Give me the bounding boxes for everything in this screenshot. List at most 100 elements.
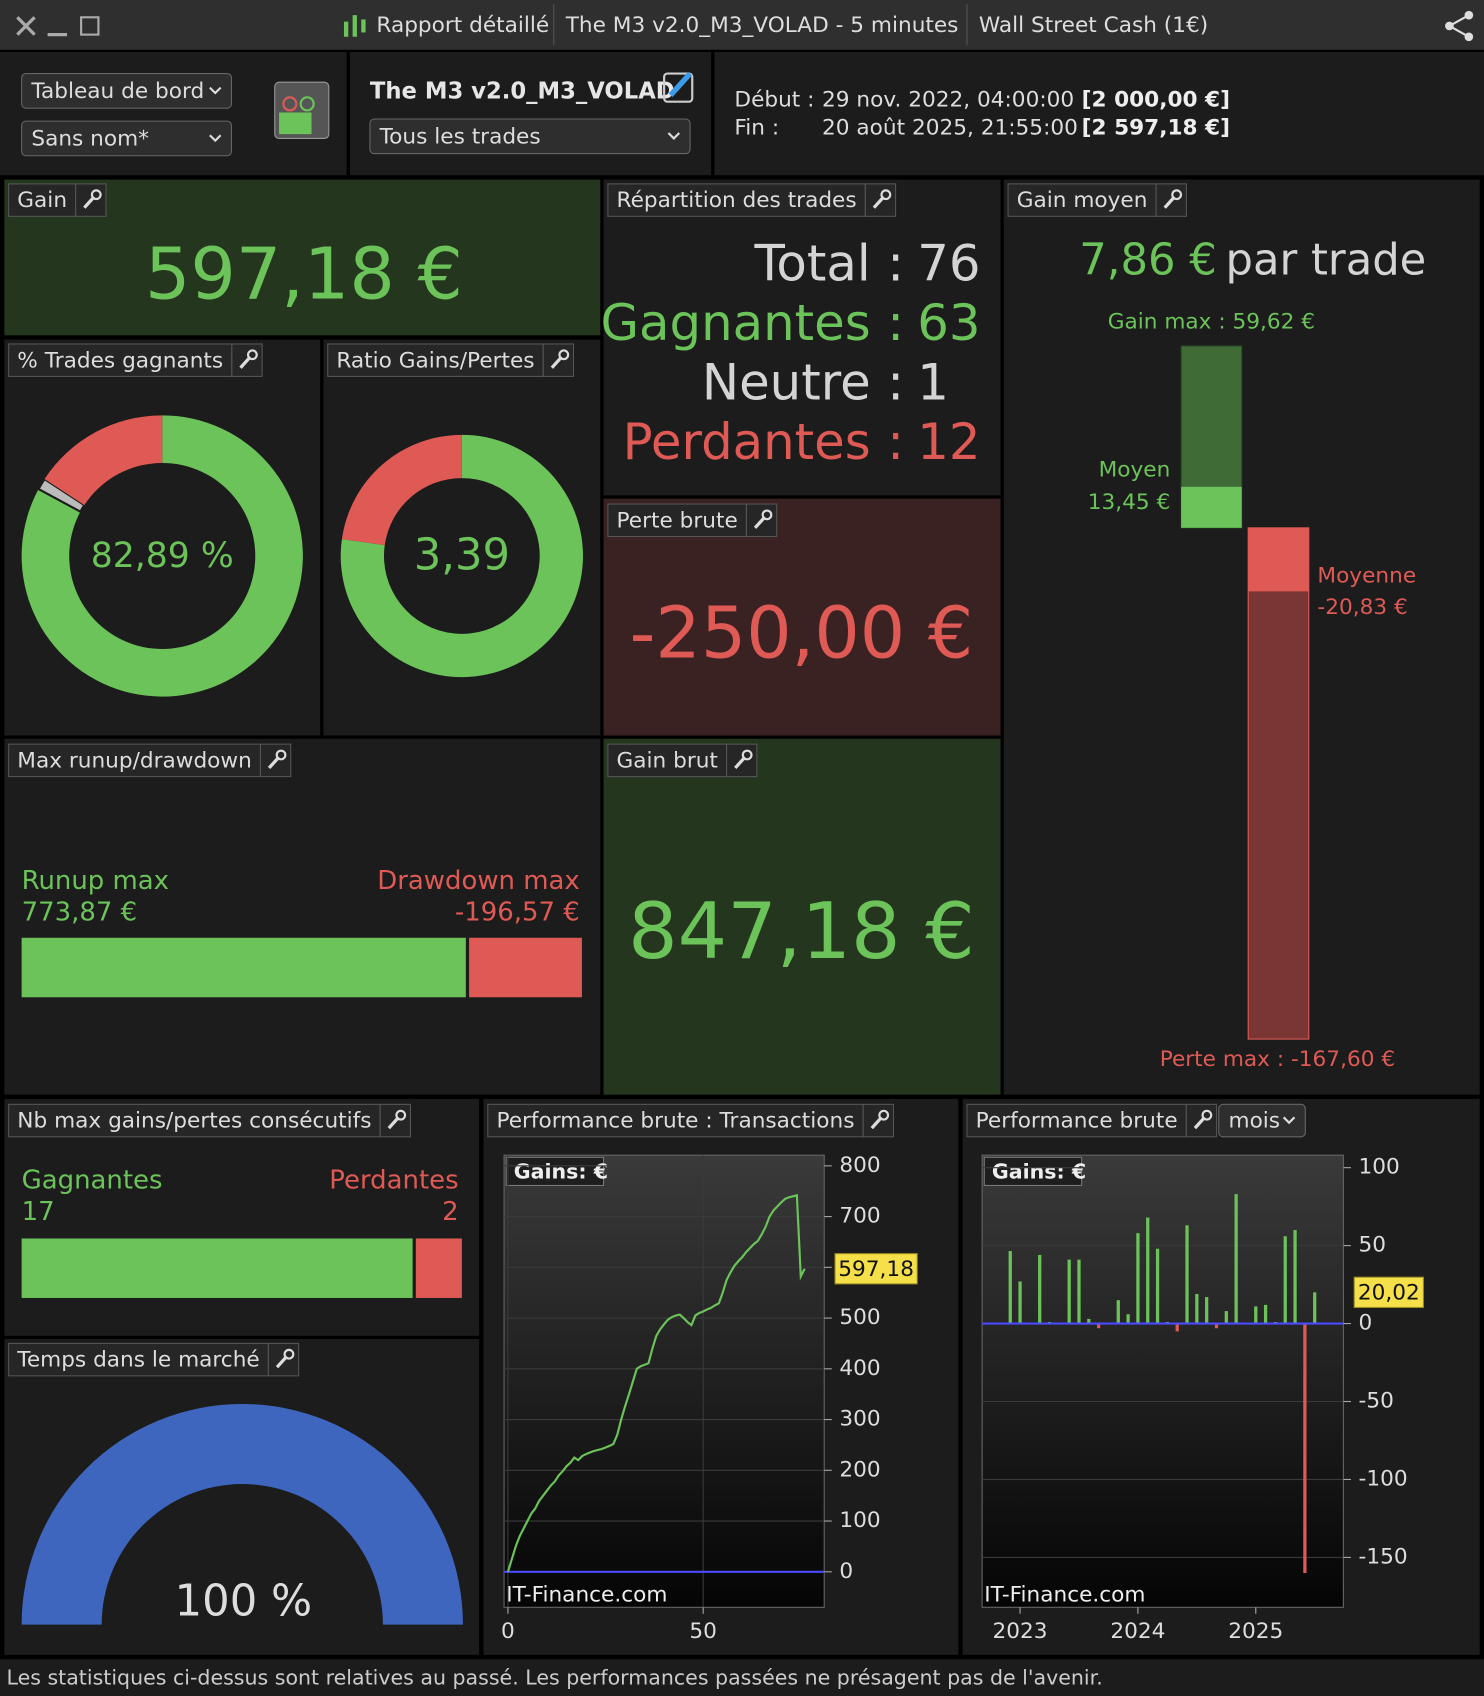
header — [0, 51, 1484, 176]
wrench-icon — [558, 349, 570, 361]
panel — [603, 738, 1001, 1095]
label: Moyen — [1099, 458, 1171, 483]
y-tick-label: 300 — [839, 1407, 880, 1432]
label: Gain max : 59,62 € — [1108, 309, 1315, 334]
y-tick-label: -100 — [1359, 1466, 1408, 1491]
bar — [1185, 1225, 1189, 1324]
label: -196,57 € — [455, 897, 580, 927]
wrench-icon — [83, 195, 96, 209]
maximize-icon[interactable] — [80, 16, 100, 36]
wrench-icon — [734, 756, 747, 770]
title-bar — [0, 0, 1484, 50]
wrench-icon — [387, 1116, 400, 1130]
y-tick-label: 800 — [839, 1153, 880, 1178]
wrench-icon — [550, 355, 563, 369]
label: Total — [754, 235, 871, 293]
settings-button[interactable] — [231, 343, 263, 377]
label: [2 597,18 €] — [1082, 116, 1230, 141]
value-tag — [834, 1253, 918, 1285]
wrench-icon — [275, 1355, 288, 1369]
axis-title-box — [983, 1156, 1083, 1187]
dropdown[interactable] — [369, 118, 691, 155]
wrench-icon — [239, 355, 252, 369]
wrench-icon — [753, 515, 767, 529]
axis-title: Gains: € — [992, 1159, 1086, 1183]
dropdown[interactable] — [1218, 1103, 1306, 1138]
panel-title: Max runup/drawdown — [17, 748, 252, 773]
win-rate-value: 82,89 % — [91, 536, 234, 576]
x-tick-label: 50 — [689, 1619, 717, 1644]
close-icon[interactable] — [16, 16, 36, 36]
share-icon — [1445, 21, 1454, 31]
wrench-icon — [1193, 1116, 1206, 1130]
panel-title-box — [8, 743, 262, 778]
axis-title: Gains: € — [514, 1159, 608, 1183]
label: Perdantes — [329, 1166, 458, 1196]
edit-icon — [668, 71, 693, 97]
donut-segment — [21, 415, 303, 697]
label: Début : — [734, 88, 814, 113]
bar — [1248, 527, 1309, 592]
panel-title: Gain brut — [617, 748, 718, 773]
label: 76 — [917, 235, 980, 293]
report-icon — [352, 15, 357, 37]
label: Gagnantes — [601, 294, 871, 352]
wrench-icon — [275, 749, 287, 761]
dropdown-arrow — [209, 134, 222, 143]
bar — [1293, 1230, 1297, 1324]
tab: The M3 v2.0_M3_VOLAD - 5 minutes — [565, 13, 959, 38]
bar — [1234, 1194, 1238, 1324]
bar — [1116, 1300, 1120, 1324]
bar — [1205, 1297, 1209, 1324]
wrench-icon — [90, 189, 102, 201]
y-tick-label: 0 — [1359, 1311, 1373, 1336]
bar — [469, 937, 582, 998]
wrench-icon — [267, 756, 281, 770]
label: 17 — [22, 1197, 55, 1227]
bar — [1224, 1311, 1228, 1324]
dropdown-text: Tableau de bord — [30, 79, 204, 104]
label: Runup max — [22, 866, 169, 896]
dropdown[interactable] — [21, 73, 233, 109]
panel-title-box — [8, 1103, 381, 1138]
panel-title: Performance brute — [976, 1109, 1178, 1134]
label: -20,83 € — [1317, 595, 1407, 620]
bar — [1175, 1323, 1179, 1332]
edit-icon[interactable] — [663, 72, 694, 103]
label: Gagnantes — [22, 1166, 163, 1196]
gain-value: 597,18 € — [145, 233, 463, 316]
panel — [603, 498, 1001, 736]
panel-title-box — [607, 503, 747, 538]
panel — [603, 179, 1001, 496]
bar — [1087, 1318, 1091, 1324]
label: Fin : — [734, 116, 779, 141]
label: 773,87 € — [22, 897, 138, 927]
dropdown[interactable] — [21, 120, 233, 157]
tab: Rapport détaillé — [376, 13, 549, 38]
wrench-icon — [1171, 189, 1183, 201]
axis-title-box — [505, 1156, 605, 1187]
label: 12 — [917, 413, 980, 471]
dropdown-arrow — [667, 132, 681, 140]
footer — [0, 1659, 1484, 1696]
gauge-value: 100 % — [175, 1577, 312, 1627]
panel-title: Gain — [17, 188, 67, 213]
bar — [1146, 1217, 1150, 1324]
bar — [21, 937, 466, 998]
x-tick-label: 2024 — [1110, 1619, 1165, 1644]
bar — [1155, 1248, 1160, 1324]
y-tick-label: -50 — [1359, 1389, 1394, 1414]
wrench-icon — [870, 1116, 883, 1130]
label: 13,45 € — [1088, 490, 1171, 515]
equity-line — [506, 1193, 806, 1573]
wrench-icon — [1201, 1109, 1213, 1121]
settings-icon — [282, 96, 298, 112]
bar — [1283, 1236, 1287, 1324]
label: 63 — [917, 294, 980, 352]
tab: Wall Street Cash (1€) — [979, 13, 1208, 38]
bar — [21, 1238, 413, 1298]
x-tick-label: 2023 — [993, 1619, 1048, 1644]
bar — [415, 1238, 462, 1298]
settings-button[interactable] — [379, 1103, 412, 1138]
